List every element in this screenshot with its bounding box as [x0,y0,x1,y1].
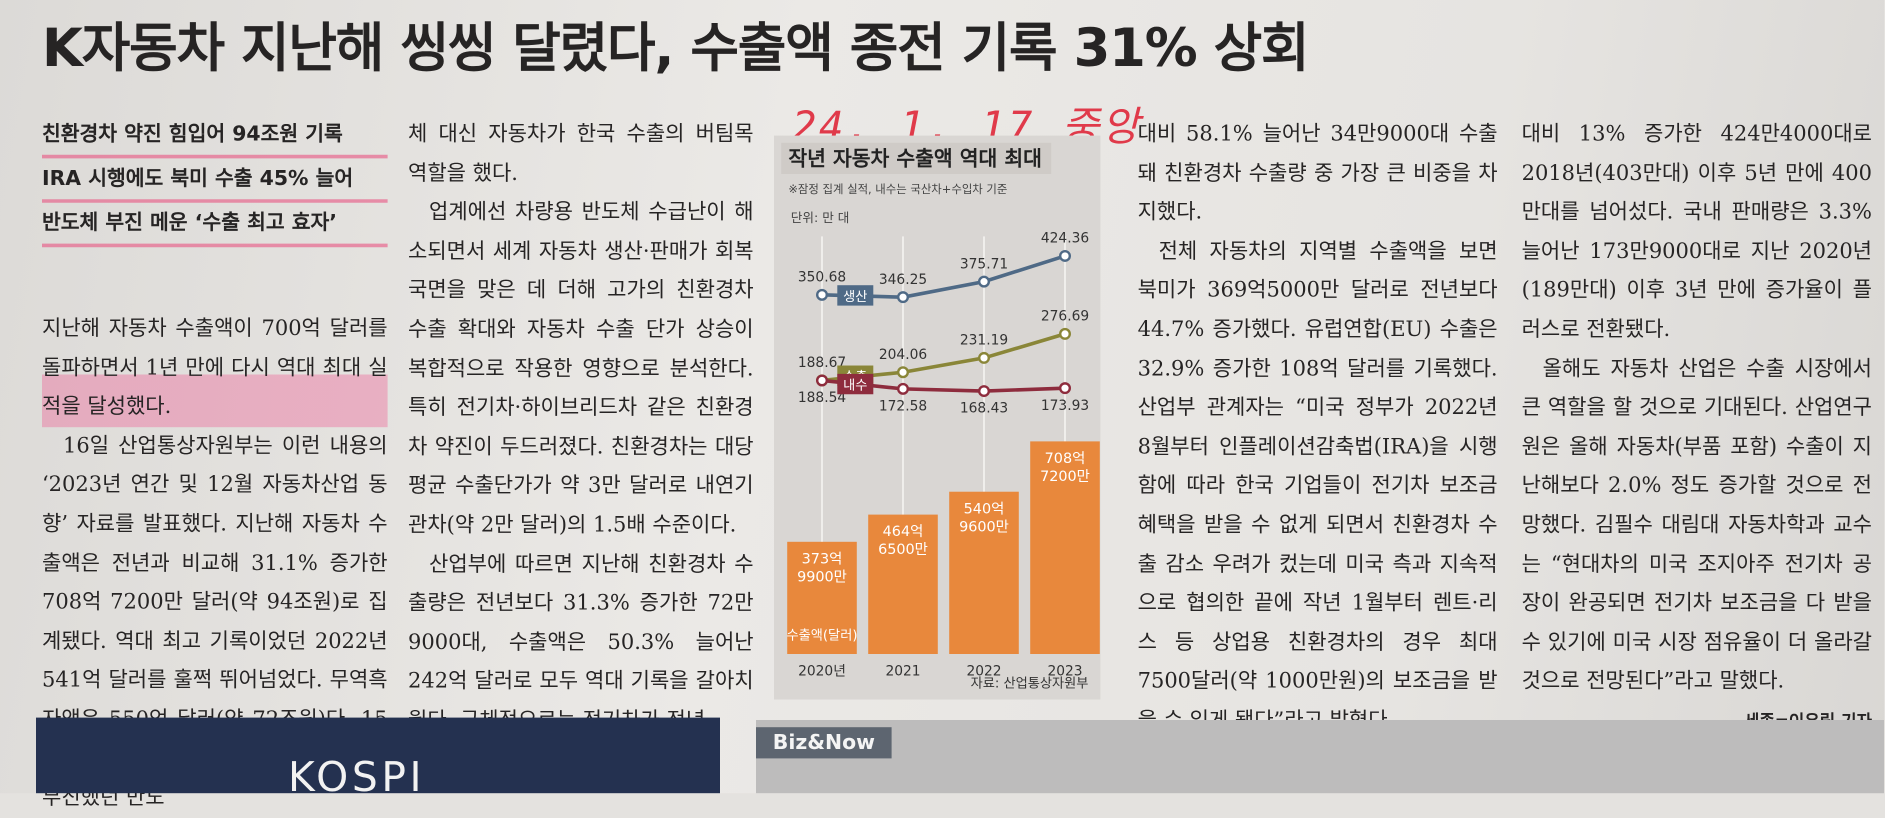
value-label: 168.43 [960,401,1008,417]
title-box [781,142,1052,174]
x-tick-label: 2021 [885,664,920,680]
bar-label: 708억 7200만 [1040,450,1090,485]
value-label: 172.58 [879,398,927,414]
bar-label: 540억 9600만 [959,500,1009,535]
point [897,291,910,304]
point [1059,327,1072,340]
bar [1030,441,1100,654]
paragraph: 올해도 자동차 산업은 수출 시장에서 큰 역할을 할 것으로 기대된다. 산업… [1521,357,1873,694]
subhead: 반도체 부진 메운 ‘수출 최고 효자’ [42,204,388,248]
paragraph: 산업부에 따르면 지난해 친환경차 수출량은 전년보다 31.3% 증가한 72… [408,552,754,733]
paragraph: 전체 자동차의 지역별 수출액을 보면 북미가 369억5000만 달러로 전년… [1137,239,1498,733]
chart-source: 자료: 산업통상자원부 [971,676,1089,692]
point [816,374,829,387]
paragraph: 업계에선 차량용 반도체 수급난이 해소되면서 세계 자동차 생산·판매가 회복… [408,200,754,538]
value-label: 375.71 [960,256,1008,272]
point [1059,249,1072,262]
chart-note: ※잠정 집계 실적, 내수는 국산차+수입차 기준 [788,182,1007,196]
x-tick-label: 2023 [1047,664,1082,680]
value-label: 231.19 [960,333,1008,349]
value-label: 350.68 [798,270,846,286]
kospi-banner: KOSPI [36,717,720,802]
subhead: IRA 시행에도 북미 수출 45% 늘어 [42,160,388,203]
point [816,288,829,301]
bar [868,514,938,654]
value-label: 276.69 [1041,309,1089,325]
kospi-label: KOSPI [288,753,426,802]
series-name: 내수 [843,377,867,393]
column: 친환경차 약진 힘입어 94조원 기록 IRA 시행에도 북미 수출 45% 늘… [42,115,388,818]
chart-title: 작년 자동차 수출액 역대 최대 [788,147,1042,171]
point [1059,382,1072,395]
point [978,351,991,364]
column: 체 대신 자동차가 한국 수출의 버팀목 역할을 했다. 업계에선 차량용 반도체… [408,115,754,741]
x-tick-label: 2022 [966,664,1001,680]
section-label: Biz&Now [756,727,892,759]
point [978,385,991,398]
bar [787,541,857,654]
paragraph: 대비 13% 증가한 424만4000대로 2018년(403만대) 이후 5년… [1521,122,1873,342]
column: 대비 58.1% 늘어난 34만9000대 수출돼 친환경차 수출량 중 가장 … [1138,115,1498,780]
section-banner: Biz&Now [756,720,1885,794]
bar-series-name: 수출액(달러) [787,628,858,644]
paragraph: 체 대신 자동차가 한국 수출의 버팀목 역할을 했다. [408,122,754,186]
value-label: 346.25 [879,272,927,288]
x-tick-label: 2020년 [798,664,846,680]
bar [949,491,1019,654]
subhead: 친환경차 약진 힘입어 94조원 기록 [42,115,388,159]
value-label: 188.67 [798,355,846,371]
value-label: 173.93 [1041,398,1089,414]
paragraph: 대비 58.1% 늘어난 34만9000대 수출돼 친환경차 수출량 중 가장 … [1137,122,1498,225]
bar-label: 464억 6500만 [878,523,928,558]
value-label: 424.36 [1041,231,1089,247]
chart-unit: 단위: 만 대 [791,210,850,225]
bar-label: 373억 9900만 [797,550,847,585]
series-tag [837,285,874,306]
series-name: 생산 [843,289,867,305]
point [897,382,910,395]
point [897,366,910,379]
series-tag [837,373,874,395]
point [978,275,991,288]
value-label: 204.06 [879,347,927,363]
column: 대비 13% 증가한 424만4000대로 2018년(403만대) 이후 5년… [1522,115,1872,769]
paragraph: 지난해 자동차 수출액이 700억 달러를 돌파하면서 1년 만에 다시 역대 … [42,309,388,427]
headline: K자동차 지난해 씽씽 달렸다, 수출액 종전 기록 31% 상회 [42,18,1310,80]
value-label: 188.54 [798,390,846,406]
infographic: 작년 자동차 수출액 역대 최대 ※잠정 집계 실적, 내수는 국산차+수입차 … [774,135,1101,700]
